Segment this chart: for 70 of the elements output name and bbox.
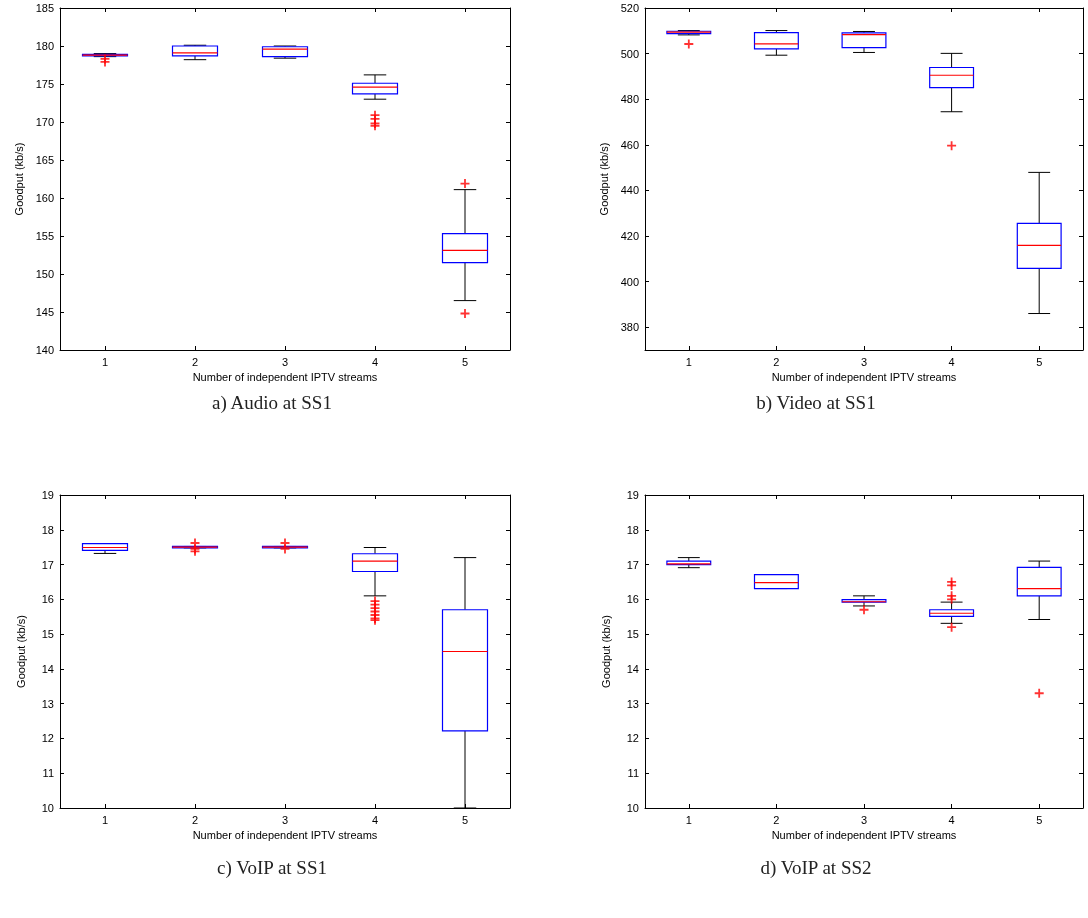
x-tick-label: 3 [860, 813, 868, 826]
x-tick-label: 5 [461, 813, 469, 826]
y-tick-label: 17 [626, 558, 639, 571]
y-tick-label: 480 [620, 93, 639, 106]
y-tick-label: 14 [626, 662, 639, 675]
y-tick-label: 19 [41, 489, 54, 501]
y-tick-label: 150 [35, 268, 54, 280]
y-tick-label: 15 [626, 628, 639, 641]
x-axis-title: Number of independent IPTV streams [771, 829, 957, 842]
y-tick-label: 16 [41, 593, 54, 606]
x-tick-label: 4 [948, 813, 955, 826]
y-tick-label: 10 [626, 802, 639, 814]
x-tick-label: 1 [101, 813, 109, 826]
y-tick-label: 460 [620, 138, 639, 151]
y-tick-label: 180 [35, 40, 54, 52]
y-tick-label: 185 [35, 2, 54, 14]
text: c) VoIP at SS1 [217, 857, 327, 879]
y-tick-label: 170 [35, 116, 54, 128]
y-tick-label: 19 [626, 489, 639, 501]
y-tick-label: 500 [620, 47, 639, 60]
y-tick-label: 11 [627, 767, 639, 780]
y-tick-label: 16 [626, 593, 639, 606]
text: b) Video at SS1 [756, 392, 876, 414]
y-tick-label: 140 [35, 344, 54, 356]
x-tick-label: 2 [191, 355, 199, 368]
x-tick-label: 2 [191, 813, 199, 826]
x-axis-title: Number of independent IPTV streams [192, 371, 378, 384]
x-tick-label: 3 [281, 813, 289, 826]
y-tick-label: 14 [41, 662, 54, 675]
y-tick-label: 11 [42, 767, 54, 780]
y-tick-label: 13 [41, 697, 54, 710]
x-tick-label: 5 [461, 355, 469, 368]
x-axis-title: Number of independent IPTV streams [192, 829, 378, 842]
y-tick-label: 12 [626, 732, 639, 745]
x-tick-label: 2 [773, 355, 780, 368]
x-tick-label: 1 [685, 813, 692, 826]
y-tick-label: 400 [620, 275, 639, 288]
y-axis-title: Goodput (kb/s) [14, 615, 27, 688]
y-tick-label: 10 [41, 802, 54, 814]
y-tick-label: 420 [620, 230, 639, 242]
y-tick-label: 160 [35, 192, 54, 204]
y-tick-label: 18 [41, 523, 54, 536]
y-tick-label: 175 [35, 78, 54, 90]
y-tick-label: 155 [35, 230, 54, 242]
x-tick-label: 4 [371, 813, 379, 826]
y-tick-label: 165 [35, 154, 54, 166]
x-axis-title: Number of independent IPTV streams [771, 371, 957, 384]
y-tick-label: 380 [620, 321, 639, 334]
y-axis-title: Goodput (kb/s) [598, 142, 611, 216]
x-tick-label: 1 [101, 355, 109, 368]
x-tick-label: 4 [371, 355, 379, 368]
x-tick-label: 4 [948, 355, 955, 368]
y-tick-label: 15 [41, 628, 54, 641]
y-tick-label: 440 [620, 184, 639, 197]
x-tick-label: 5 [1036, 355, 1043, 368]
x-tick-label: 3 [860, 355, 868, 368]
y-axis-title: Goodput (kb/s) [13, 142, 26, 216]
y-tick-label: 13 [626, 697, 639, 710]
y-tick-label: 145 [35, 306, 54, 318]
text: a) Audio at SS1 [212, 392, 332, 414]
x-tick-label: 2 [773, 813, 780, 826]
x-tick-label: 1 [685, 355, 692, 368]
y-axis-title: Goodput (kb/s) [599, 615, 612, 688]
text: d) VoIP at SS2 [760, 857, 872, 879]
y-tick-label: 12 [41, 732, 54, 745]
y-tick-label: 17 [41, 558, 54, 571]
y-tick-label: 18 [626, 523, 639, 536]
x-tick-label: 5 [1036, 813, 1043, 826]
x-tick-label: 3 [281, 355, 289, 368]
y-tick-label: 520 [620, 2, 639, 14]
